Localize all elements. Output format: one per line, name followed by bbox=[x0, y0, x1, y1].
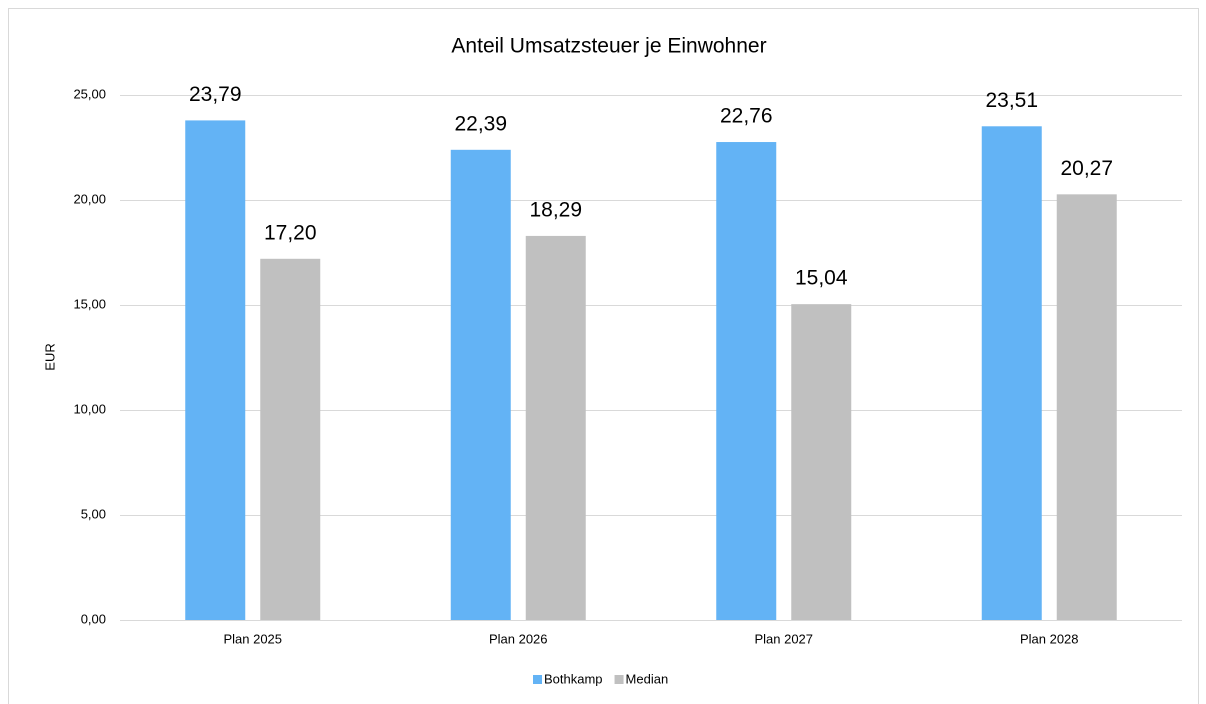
y-tick-label: 20,00 bbox=[73, 191, 106, 206]
y-tick-label: 15,00 bbox=[73, 296, 106, 311]
chart-title: Anteil Umsatzsteuer je Einwohner bbox=[451, 35, 766, 58]
x-tick-label: Plan 2026 bbox=[489, 631, 548, 646]
legend-label: Bothkamp bbox=[544, 671, 603, 686]
legend-swatch bbox=[614, 675, 624, 684]
bar bbox=[981, 126, 1042, 620]
bar bbox=[450, 149, 511, 620]
y-tick-label: 10,00 bbox=[73, 401, 106, 416]
y-tick-label: 0,00 bbox=[81, 611, 106, 626]
legend-label: Median bbox=[626, 671, 669, 686]
y-tick-label: 25,00 bbox=[73, 86, 106, 101]
bar bbox=[185, 120, 246, 620]
y-tick-label: 5,00 bbox=[81, 506, 106, 521]
data-label: 23,79 bbox=[189, 83, 242, 106]
data-label: 23,51 bbox=[985, 89, 1038, 112]
data-label: 20,27 bbox=[1060, 157, 1113, 180]
bar bbox=[1056, 194, 1117, 620]
bar bbox=[716, 142, 777, 621]
bar bbox=[525, 235, 586, 620]
data-label: 18,29 bbox=[529, 198, 582, 221]
bar bbox=[260, 258, 321, 620]
x-tick-label: Plan 2028 bbox=[1020, 631, 1079, 646]
data-label: 15,04 bbox=[795, 267, 848, 290]
chart-border bbox=[8, 8, 1199, 704]
x-tick-label: Plan 2027 bbox=[754, 631, 813, 646]
bar bbox=[791, 304, 852, 620]
x-tick-label: Plan 2025 bbox=[223, 631, 282, 646]
legend-swatch bbox=[533, 675, 542, 684]
data-label: 22,76 bbox=[720, 105, 773, 128]
data-label: 22,39 bbox=[454, 112, 507, 135]
data-label: 17,20 bbox=[264, 221, 317, 244]
y-axis-label: EUR bbox=[42, 343, 57, 370]
